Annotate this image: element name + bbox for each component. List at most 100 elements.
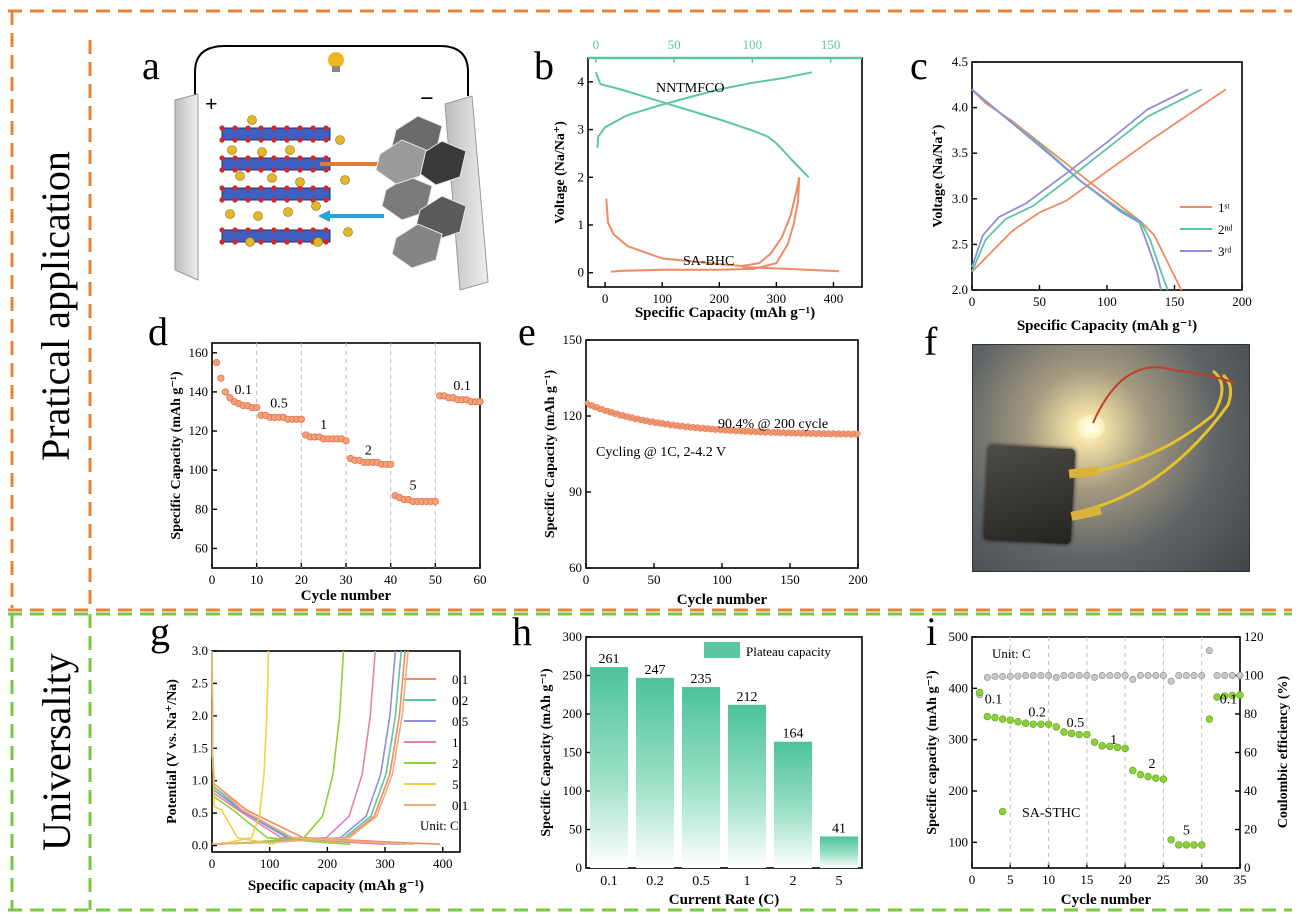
x-tick-label: 15 <box>1080 872 1093 887</box>
oxygen-atom <box>297 227 303 233</box>
y-tick-label: 0 <box>576 860 583 875</box>
x-tick-label: 0 <box>209 856 216 871</box>
oxygen-atom <box>219 185 225 191</box>
oxygen-atom <box>310 227 316 233</box>
oxygen-atom <box>258 167 264 173</box>
panel-letter-e: e <box>518 309 536 354</box>
efficiency-point <box>1121 671 1129 679</box>
x-axis-label: Specific Capacity (mAh g⁻¹) <box>1017 318 1197 334</box>
oxygen-atom <box>284 197 290 203</box>
oxygen-atom <box>284 137 290 143</box>
x-axis-label: Specific capacity (mAh g⁻¹) <box>248 878 424 894</box>
bulb-base <box>332 66 340 72</box>
x-axis-label: Cycle number <box>1061 892 1152 908</box>
rate-label: 2 <box>1148 757 1155 772</box>
annotation-unit: Unit: C <box>992 646 1031 661</box>
legend-label: 0.1 <box>452 798 468 813</box>
capacity-point <box>1136 770 1145 779</box>
oxygen-atom <box>258 185 264 191</box>
efficiency-point <box>991 672 999 680</box>
oxygen-atom <box>323 167 329 173</box>
discharge-curve-1 <box>211 650 406 845</box>
legend-label: 0.1 <box>452 672 468 687</box>
plus-sign: + <box>205 91 218 116</box>
y-tick-label: 120 <box>563 408 583 423</box>
efficiency-point <box>999 672 1007 680</box>
panel-letter-c: c <box>910 43 928 88</box>
oxygen-atom <box>219 137 225 143</box>
sodium-ion <box>335 135 345 145</box>
top-x-tick-label: 50 <box>668 37 681 52</box>
efficiency-point <box>1213 671 1221 679</box>
x-tick-label: 40 <box>384 572 397 587</box>
y-axis-label: Specific Capacity (mAh g⁻¹) <box>169 371 184 540</box>
oxygen-atom <box>245 227 251 233</box>
y-tick-label: 1.5 <box>192 740 208 755</box>
oxygen-atom <box>219 197 225 203</box>
rate-label: 2 <box>365 444 372 459</box>
x-tick-label: 100 <box>260 856 280 871</box>
sodium-ion <box>245 237 255 247</box>
efficiency-point <box>1182 671 1190 679</box>
capacity-point <box>998 807 1007 816</box>
y-tick-label: 50 <box>569 822 582 837</box>
x-tick-label: 50 <box>648 572 661 587</box>
x-tick-label: 200 <box>848 572 868 587</box>
top-x-tick-label: 100 <box>743 37 763 52</box>
rate-label: 0.5 <box>1067 716 1085 731</box>
oxygen-atom <box>310 137 316 143</box>
oxygen-atom <box>271 125 277 131</box>
annotation-nntmfco: NNTMFCO <box>656 81 724 96</box>
discharge-curve-6 <box>211 650 414 845</box>
y-tick-label: 300 <box>563 629 583 644</box>
x-tick-label: 20 <box>295 572 308 587</box>
bar <box>820 836 858 868</box>
bar-value-label: 247 <box>645 663 666 678</box>
oxygen-atom <box>297 185 303 191</box>
oxygen-atom <box>271 227 277 233</box>
bar-value-label: 41 <box>832 821 846 836</box>
pouch-cell-photo <box>972 344 1250 572</box>
data-point <box>387 460 395 468</box>
data-point <box>226 394 234 402</box>
efficiency-point <box>1060 671 1068 679</box>
x-tick-label: 0 <box>583 572 590 587</box>
sodium-ion <box>285 145 295 155</box>
oxygen-atom <box>245 197 251 203</box>
sodium-ion <box>225 209 235 219</box>
annotation-sa-bhc: SA-BHC <box>683 254 734 269</box>
oxygen-atom <box>310 197 316 203</box>
oxygen-atom <box>323 185 329 191</box>
x-tick-label: 1 <box>744 874 751 889</box>
efficiency-point <box>1083 671 1091 679</box>
oxygen-atom <box>284 239 290 245</box>
sodium-ion <box>283 207 293 217</box>
efficiency-point <box>1228 671 1236 679</box>
efficiency-point <box>1198 671 1206 679</box>
oxygen-atom <box>232 197 238 203</box>
battery-schematic: + − <box>174 45 489 291</box>
legend-label: Plateau capacity <box>746 644 831 659</box>
efficiency-point <box>1091 673 1099 681</box>
oxygen-atom <box>219 239 225 245</box>
plot-frame <box>971 61 1243 291</box>
y-tick-label: 60 <box>195 540 208 555</box>
legend-label: 0.5 <box>452 714 468 729</box>
x-tick-label: 0.5 <box>692 874 710 889</box>
oxygen-atom <box>323 155 329 161</box>
y-tick-label: 1.0 <box>192 773 208 788</box>
sodium-ion <box>311 201 321 211</box>
charge-curve-6 <box>211 650 409 845</box>
oxygen-atom <box>323 125 329 131</box>
y-axis-label: Voltage (Na/Na⁺) <box>553 121 568 224</box>
oxygen-atom <box>245 137 251 143</box>
y-tick-label: 4.5 <box>952 54 968 69</box>
y-tick-label: 150 <box>563 332 583 347</box>
sodium-ion <box>253 211 263 221</box>
panel-letter-i: i <box>926 609 938 654</box>
panel-letter-h: h <box>512 609 532 654</box>
rate-label: 0.1 <box>985 693 1003 708</box>
oxygen-atom <box>245 125 251 131</box>
y-tick-label: 1 <box>578 217 585 232</box>
panel-letter-d: d <box>148 309 168 354</box>
